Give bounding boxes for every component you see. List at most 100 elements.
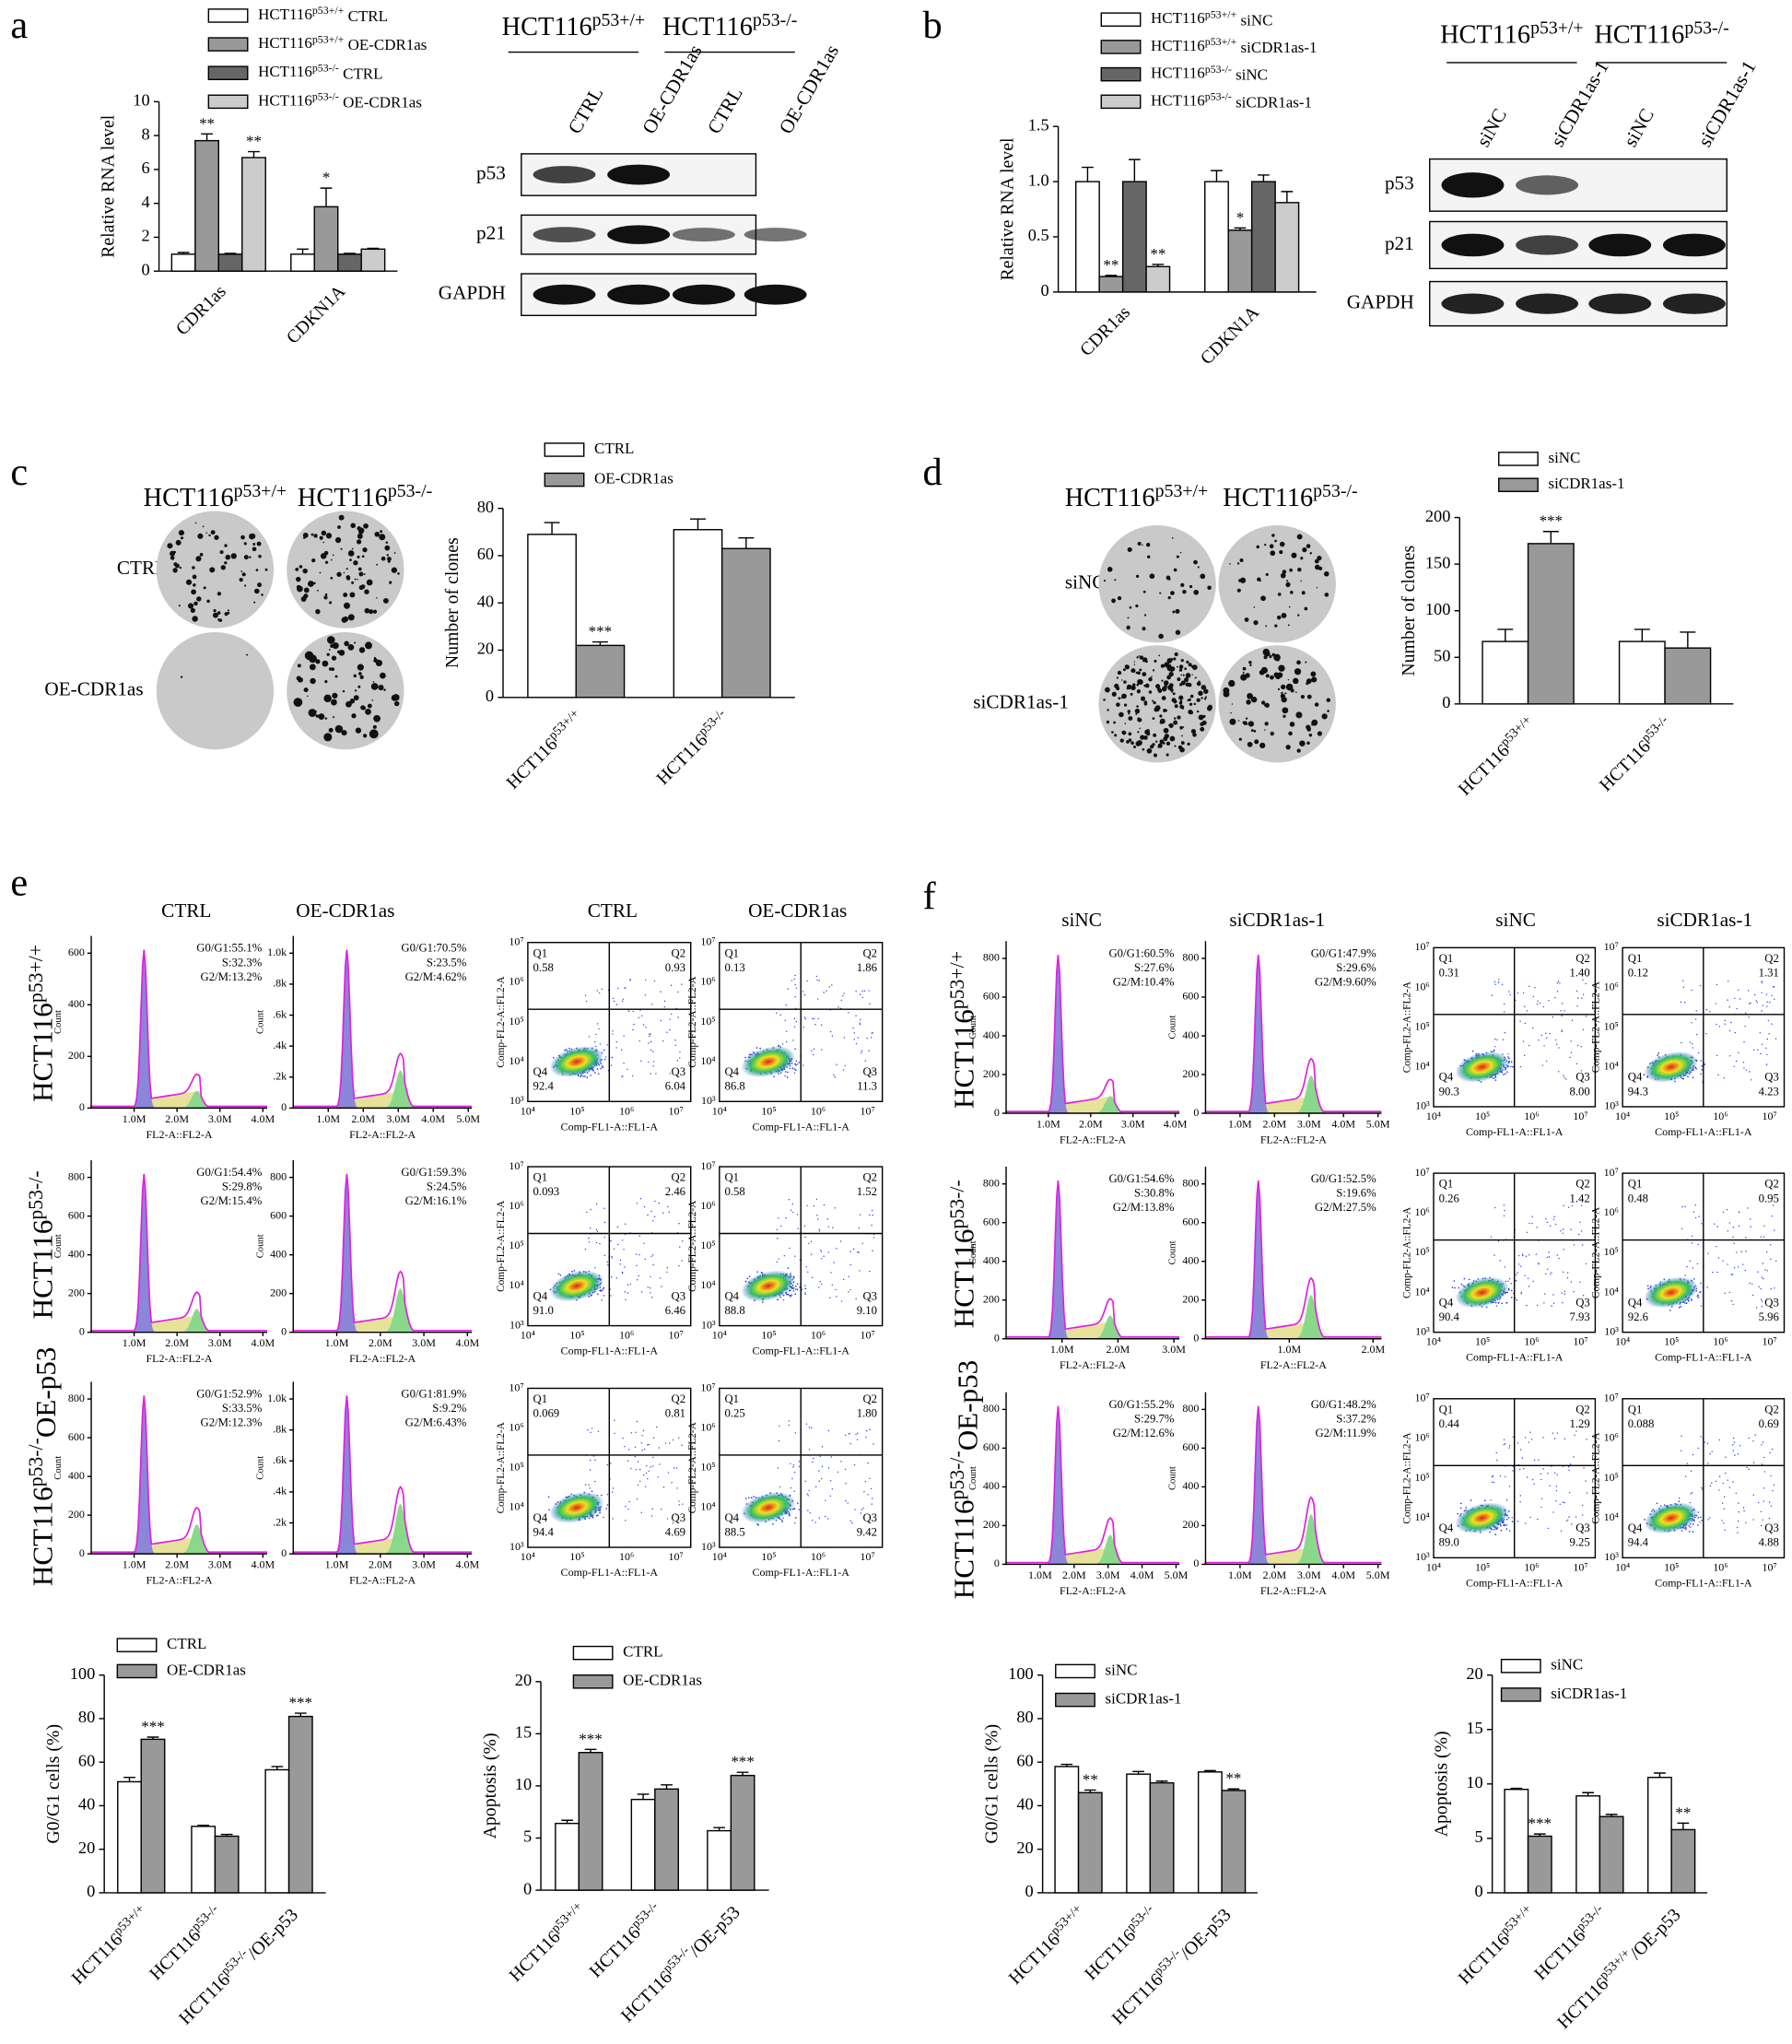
colony [1282, 707, 1289, 714]
y-tick-label: 1.0 [1028, 170, 1049, 189]
lane-label: OE-CDR1as [638, 41, 706, 137]
event [633, 1023, 635, 1026]
event [784, 1019, 786, 1022]
event [812, 1461, 814, 1463]
colony [1306, 544, 1311, 548]
colony [1127, 617, 1130, 619]
colony [1127, 710, 1131, 713]
event [872, 1214, 873, 1216]
scatter-y-tick-label: 10⁷ [509, 1159, 523, 1172]
bar [1646, 1777, 1672, 1894]
colony [1253, 606, 1256, 608]
quadrant-value: 6.46 [665, 1304, 685, 1317]
colony [374, 531, 381, 537]
hist-axes [1204, 941, 1382, 1114]
error-bar [146, 1736, 159, 1740]
blot-group-label: HCT116p53+/+ [502, 10, 645, 41]
colony [227, 609, 229, 612]
colony [1256, 545, 1260, 549]
scatter-y-tick-label: 10³ [509, 1094, 524, 1107]
event [808, 1489, 810, 1492]
hist-y-tick-label: .8k [273, 977, 287, 990]
band [672, 228, 735, 242]
colony [1142, 590, 1146, 593]
event [777, 1238, 779, 1239]
colony [1274, 539, 1277, 543]
scatter-y-tick-label: 10³ [701, 1094, 716, 1107]
hist-x-label: FL2-A::FL2-A [146, 1352, 212, 1365]
event [651, 1297, 653, 1298]
colony [249, 556, 252, 558]
y-tick-label: 20 [477, 640, 494, 658]
scatter-x-tick-label: 10⁴ [521, 1329, 535, 1342]
event [611, 1255, 613, 1258]
event [671, 1482, 673, 1484]
event [816, 1218, 819, 1220]
colony [397, 572, 400, 575]
error-bar [1128, 159, 1141, 182]
event [823, 1204, 826, 1206]
event [1519, 1065, 1522, 1068]
hist-y-tick-label: 1.0k [267, 1392, 287, 1404]
event [639, 1480, 641, 1483]
colony [261, 593, 264, 596]
event [651, 1508, 653, 1510]
event [603, 1236, 605, 1239]
event [854, 1509, 856, 1510]
event [610, 1276, 613, 1278]
y-tick-label: 20 [78, 1838, 95, 1857]
colony [349, 558, 352, 561]
significance-label: *** [589, 623, 612, 640]
error-bar [1083, 1789, 1096, 1793]
colony [372, 681, 375, 683]
colony [1174, 704, 1178, 709]
colony [1259, 742, 1266, 749]
event [600, 1289, 602, 1291]
colony [1158, 633, 1164, 640]
legend-label: HCT116p53-/- CTRL [258, 61, 382, 82]
colony [1279, 550, 1283, 555]
y-tick-label: 50 [1434, 647, 1450, 665]
event [1524, 1022, 1527, 1025]
event [830, 1479, 832, 1482]
colony [324, 560, 329, 564]
colony [175, 539, 182, 546]
colony [253, 588, 260, 594]
event [1508, 1060, 1510, 1063]
colony [1162, 741, 1165, 745]
event [628, 1010, 630, 1013]
event [636, 1420, 638, 1423]
colony [1311, 722, 1315, 726]
scatter-x-label: Comp-FL1-A::FL1-A [752, 1566, 849, 1579]
colony [172, 568, 178, 573]
event [643, 1205, 646, 1208]
colony [1185, 673, 1191, 678]
event [648, 1042, 650, 1044]
quadrant-value: 0.58 [533, 961, 554, 974]
event [827, 1429, 830, 1432]
hist-x-tick-label: 3.0M [412, 1336, 436, 1349]
colony [205, 532, 208, 534]
event [611, 1491, 614, 1493]
event [588, 1036, 591, 1038]
event [645, 1027, 647, 1028]
event [804, 1017, 807, 1020]
colony [1281, 691, 1283, 695]
colony [332, 692, 338, 699]
colony [350, 523, 356, 529]
event [793, 1026, 796, 1028]
event [1580, 1046, 1582, 1048]
colony [1182, 674, 1185, 676]
event [809, 1512, 811, 1514]
bar [170, 253, 196, 272]
colony [355, 727, 362, 734]
event [826, 1218, 828, 1220]
colony [1137, 740, 1142, 746]
event [1561, 1003, 1564, 1004]
event [858, 1251, 860, 1253]
hist-fit [292, 1173, 473, 1333]
event [682, 1503, 684, 1505]
error-bar [1258, 174, 1270, 182]
quadrant-value: 0.93 [665, 961, 685, 974]
y-tick-label: 4 [141, 193, 149, 211]
